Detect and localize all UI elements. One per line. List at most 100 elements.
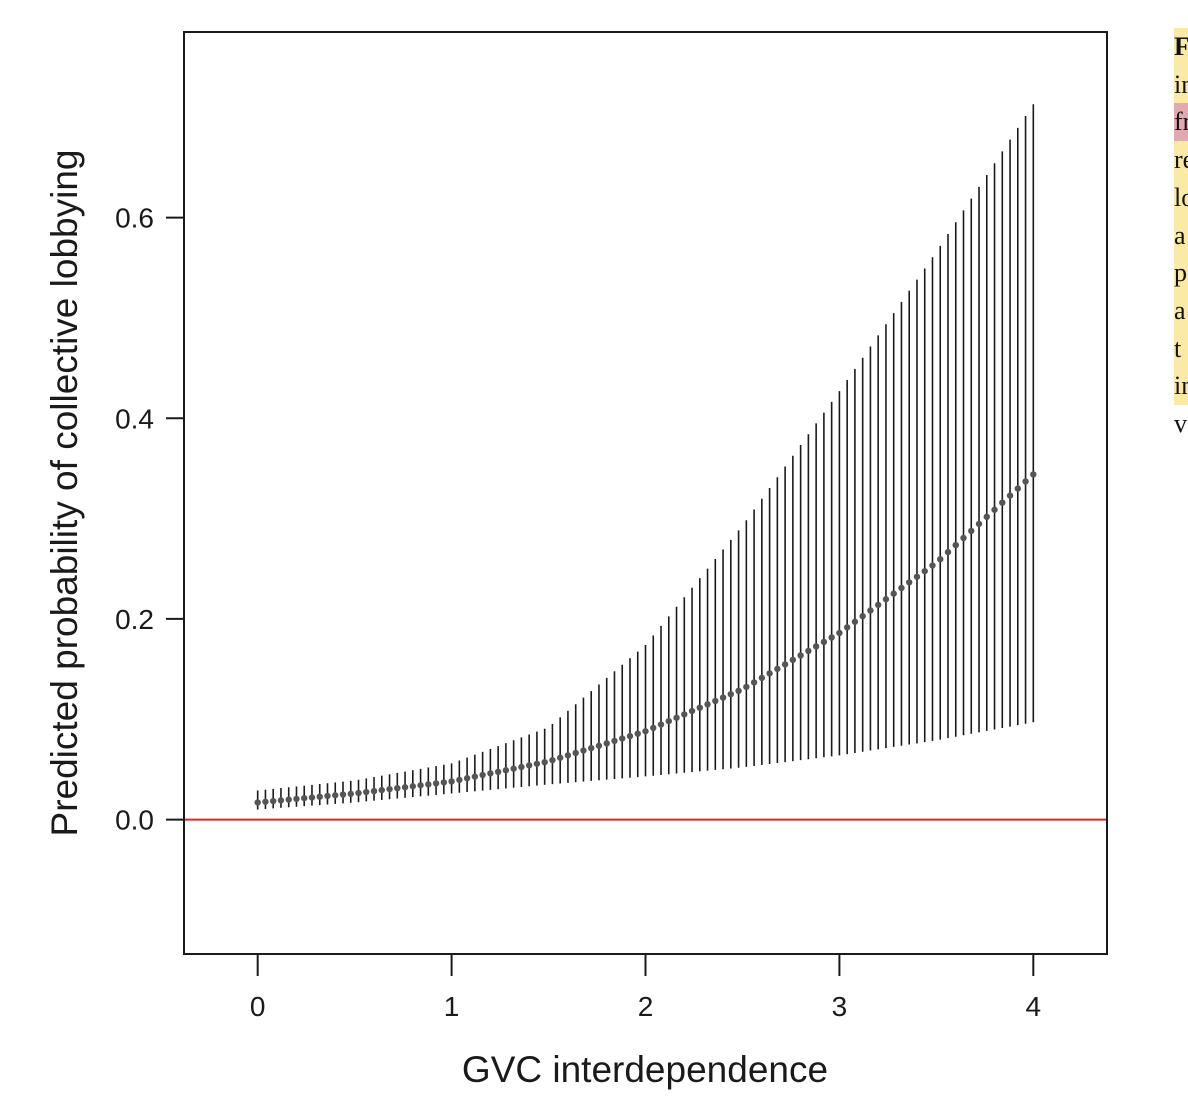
x-tick-label: 4: [1026, 991, 1042, 1022]
caption-fragment: fr: [1174, 103, 1188, 142]
estimate-point: [898, 584, 905, 592]
estimate-point: [944, 548, 952, 556]
x-tick-label: 2: [638, 991, 654, 1022]
estimate-point: [479, 771, 486, 779]
estimate-point: [882, 596, 890, 603]
estimate-point: [541, 758, 548, 766]
estimate-point: [347, 790, 354, 798]
estimate-point: [254, 799, 261, 806]
caption-fragment: p: [1174, 254, 1188, 292]
chart: 0 1 2 3 4 0.0 0.2 0.4 0.6 GVC interdependence P…: [44, 31, 1108, 1090]
estimate-point: [580, 747, 587, 754]
estimate-point: [432, 780, 440, 787]
estimate-point: [673, 714, 680, 721]
figure-caption: F in fr re lo a p a t in v: [1174, 28, 1188, 443]
estimate-point: [494, 768, 502, 776]
estimate-point: [859, 612, 866, 620]
caption-fragment: a: [1174, 216, 1188, 255]
estimate-point: [975, 520, 983, 528]
estimate-point: [727, 690, 735, 698]
estimate-point: [308, 794, 316, 801]
x-tick-label: 1: [444, 991, 460, 1022]
estimate-point: [665, 717, 672, 725]
estimate-point: [774, 665, 781, 673]
estimate-point: [619, 735, 626, 742]
estimate-point: [1022, 478, 1029, 485]
caption-fragment: re: [1174, 141, 1188, 179]
estimate-point: [719, 694, 727, 701]
estimate-point: [820, 638, 828, 646]
caption-fragment: lo: [1174, 178, 1188, 217]
estimate-point: [456, 776, 463, 784]
estimate-point: [285, 796, 292, 803]
estimate-point: [425, 781, 432, 788]
estimate-point: [952, 541, 959, 549]
estimate-point: [781, 661, 789, 668]
y-tick-label: 0.2: [115, 604, 154, 635]
estimate-point: [525, 762, 533, 769]
estimate-point: [1030, 471, 1037, 478]
estimate-point: [417, 782, 424, 789]
estimate-point: [743, 683, 750, 691]
estimate-point: [448, 778, 455, 785]
caption-fragment: t: [1174, 329, 1188, 368]
estimate-point: [463, 775, 471, 782]
estimate-point: [572, 749, 579, 757]
estimate-point: [688, 707, 696, 715]
estimate-point: [960, 534, 967, 542]
estimate-point: [269, 797, 277, 805]
estimate-point: [316, 793, 323, 800]
estimate-point: [805, 647, 812, 655]
estimate-point: [634, 730, 641, 737]
estimate-point: [712, 697, 719, 705]
estimate-point: [766, 670, 773, 677]
estimate-point: [588, 744, 595, 752]
estimate-point: [595, 742, 603, 749]
estimate-point: [789, 656, 797, 664]
estimate-point: [851, 618, 859, 625]
estimate-point: [657, 721, 665, 728]
estimate-point: [378, 786, 385, 794]
estimate-point: [409, 783, 417, 790]
estimate-point: [370, 787, 378, 795]
estimate-point: [812, 643, 820, 650]
caption-fragment: F: [1174, 28, 1188, 66]
estimate-point: [843, 624, 851, 631]
estimate-point: [301, 794, 308, 802]
y-axis: 0.0 0.2 0.4 0.6: [115, 203, 185, 836]
y-tick-label: 0.6: [115, 203, 154, 234]
estimate-point: [890, 590, 897, 597]
estimate-point: [735, 687, 742, 695]
estimate-point: [991, 506, 998, 513]
estimate-point: [440, 779, 448, 786]
estimate-point: [704, 701, 711, 708]
estimate-point: [277, 797, 285, 804]
estimate-point: [999, 499, 1006, 506]
estimate-point: [750, 679, 758, 686]
estimate-point: [642, 728, 649, 735]
estimate-point: [324, 792, 331, 800]
estimate-point: [937, 555, 944, 563]
y-tick-label: 0.0: [115, 805, 154, 836]
caption-fragment: in: [1174, 65, 1188, 104]
estimate-point: [556, 754, 564, 761]
caption-fragment: v: [1174, 409, 1187, 439]
estimate-point: [696, 704, 703, 711]
caption-fragment: a: [1174, 291, 1188, 330]
x-tick-label: 0: [250, 991, 266, 1022]
x-axis-label: GVC interdependence: [462, 1049, 828, 1090]
estimate-point: [293, 795, 300, 803]
estimate-point: [836, 629, 843, 637]
estimate-point: [332, 792, 339, 799]
estimate-point: [921, 567, 928, 575]
plot-frame: [183, 31, 1108, 955]
estimate-point: [510, 765, 517, 772]
estimate-point: [339, 791, 347, 798]
estimate-point: [549, 756, 556, 764]
estimate-point: [487, 770, 494, 777]
estimate-point: [518, 763, 525, 771]
y-tick-label: 0.4: [115, 403, 154, 434]
x-tick-label: 3: [832, 991, 848, 1022]
estimate-point: [611, 737, 618, 745]
estimate-point: [874, 601, 882, 609]
